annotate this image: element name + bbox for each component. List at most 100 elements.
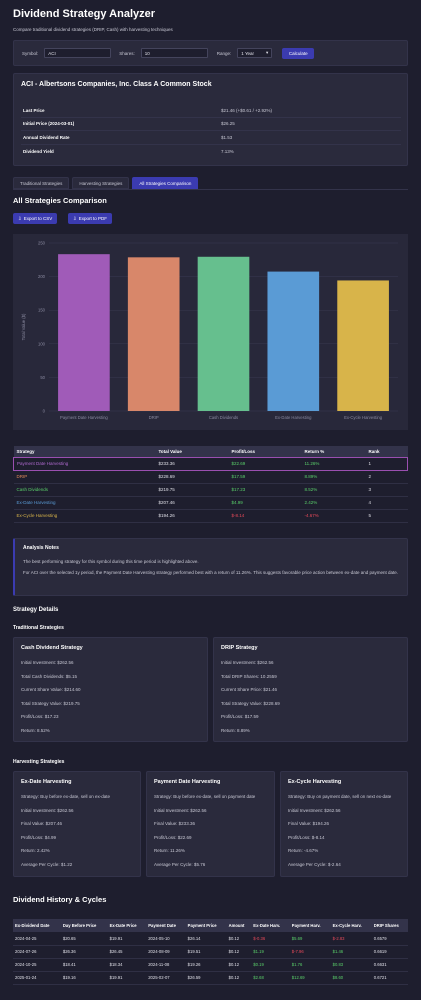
return-cell: 8.52% [301, 483, 366, 497]
history-col-header: Ex-Date Harv. [251, 919, 290, 932]
export-pdf-label: Export to PDF [78, 216, 108, 221]
history-cell: $26.45 [107, 945, 147, 959]
history-cell: $1.19 [251, 945, 290, 959]
col-return: Return % [301, 446, 366, 457]
info-row-last-price: Last Price $21.46 (+$0.61 / +2.92%) [21, 104, 401, 118]
query-form: Symbol: ACI Shares: 10 Range: 1 Year ▾ C… [13, 40, 408, 66]
rank-cell: 2 [365, 470, 408, 484]
history-cell: $5.69 [289, 932, 331, 946]
page-subtitle: Compare traditional dividend strategies … [13, 27, 173, 32]
results-row: Cash Dividends $219.75 $17.23 8.52% 3 [13, 483, 408, 497]
rank-cell: 3 [365, 483, 408, 497]
card-line: Average Per Cycle: $1.22 [21, 861, 73, 867]
history-cell: 2024-05-10 [146, 932, 186, 946]
history-row: 2024-07-26 $26.36 $26.45 2024-08-09 $19.51 $0… [13, 945, 408, 959]
card-title: DRIP Strategy [221, 645, 258, 651]
history-cell: $19.16 [60, 971, 108, 985]
history-cell: $-2.83 [330, 932, 372, 946]
history-cell: $19.91 [107, 932, 147, 946]
history-cell: $0.12 [226, 971, 252, 985]
card-line: Initial Investment: $262.56 [21, 660, 74, 665]
history-header-row: Ex-Dividend Date Day Before Price Ex-Date … [13, 919, 408, 932]
notes-paragraph: For ACI over the selected 1y period, the… [23, 570, 399, 575]
export-csv-label: Export to CSV [23, 216, 53, 221]
history-cell: $20.65 [60, 932, 108, 946]
history-col-header: Payment Harv. [289, 919, 331, 932]
history-col-header: Ex-Dividend Date [13, 919, 61, 932]
results-row: DRIP $228.69 $17.59 8.89% 2 [13, 470, 408, 484]
x-tick-label: Payment Date Harvesting [60, 415, 108, 420]
tab-harvesting[interactable]: Harvesting Strategies [72, 177, 130, 189]
chart-bar [197, 256, 250, 411]
payment-date-harvesting-card: Payment Date Harvesting Strategy: Buy be… [146, 771, 275, 877]
symbol-input[interactable]: ACI [44, 48, 112, 58]
history-col-header: Payment Date [146, 919, 186, 932]
history-cell: $-0.36 [251, 932, 290, 946]
card-line: Total Strategy Value: $219.75 [21, 700, 80, 706]
history-cell: $2.68 [251, 971, 290, 985]
dividend-history-table: Ex-Dividend Date Day Before Price Ex-Date … [13, 919, 408, 985]
chart-bar [337, 280, 389, 411]
history-cell: $0.12 [226, 932, 252, 946]
col-profit-loss: Profit/Loss [228, 446, 302, 457]
card-line: Profit/Loss: $22.69 [154, 834, 192, 840]
calculate-button[interactable]: Calculate [282, 47, 315, 59]
card-line: Total Strategy Value: $228.69 [221, 700, 280, 706]
stock-title: ACI - Albertsons Companies, Inc. Class A… [21, 81, 212, 88]
tab-traditional[interactable]: Traditional Strategies [13, 177, 70, 189]
export-csv-button[interactable]: ⇩ Export to CSV [13, 213, 58, 224]
history-cell: 2024-04-25 [13, 932, 61, 946]
range-select-value: 1 Year [241, 50, 255, 56]
chart-bar [267, 271, 320, 411]
card-title: Ex-Date Harvesting [21, 779, 72, 785]
info-row-dividend-rate: Annual Dividend Rate $1.53 [21, 131, 401, 145]
y-axis-label: Total Value ($) [21, 313, 26, 340]
card-line: Return: 11.26% [154, 848, 185, 853]
range-select[interactable]: 1 Year ▾ [237, 48, 273, 58]
drip-strategy-card: DRIP Strategy Initial Investment: $262.5… [213, 637, 408, 742]
card-line: Initial Investment: $262.56 [154, 807, 207, 813]
card-line: Final Value: $233.36 [154, 821, 195, 826]
card-title: Payment Date Harvesting [154, 779, 221, 785]
x-tick-label: DRIP [149, 415, 159, 420]
ex-date-harvesting-card: Ex-Date Harvesting Strategy: Buy before … [13, 771, 141, 877]
history-col-header: Payment Price [185, 919, 227, 932]
history-cell: $18.41 [60, 958, 108, 972]
card-line: Initial Investment: $262.56 [221, 660, 274, 665]
stock-info-table: Last Price $21.46 (+$0.61 / +2.92%) Init… [21, 104, 401, 158]
tab-all-comparison[interactable]: All Strategies Comparison [132, 177, 199, 189]
col-strategy: Strategy [13, 446, 156, 457]
history-cell: $1.46 [330, 945, 372, 959]
history-cell: $26.36 [60, 945, 108, 959]
profit-loss-cell: $4.99 [228, 496, 302, 510]
shares-input[interactable]: 10 [140, 48, 208, 58]
total-value-cell: $194.26 [155, 509, 229, 523]
total-value-cell: $207.46 [155, 496, 229, 510]
results-row: Payment Date Harvesting $233.36 $22.69 11.2… [13, 456, 408, 471]
export-pdf-button[interactable]: ⇩ Export to PDF [68, 213, 113, 224]
history-cell: 2024-08-09 [146, 945, 186, 959]
card-line: Average Per Cycle: $5.76 [154, 861, 206, 867]
history-cell: 2024-07-26 [13, 945, 61, 959]
info-value: $1.53 [221, 134, 233, 140]
card-title: Ex-Cycle Harvesting [288, 779, 342, 785]
history-cell: $-7.96 [289, 945, 331, 959]
card-line: Return: 2.42% [21, 848, 50, 853]
card-line: Strategy: Buy before ex-date, sell on pa… [154, 794, 256, 799]
history-row: 2024-04-25 $20.65 $19.91 2024-05-10 $26.14 $0… [13, 932, 408, 946]
history-cell: 2024-10-25 [13, 958, 61, 972]
col-total-value: Total Value [155, 446, 229, 457]
history-cell: 0.6631 [371, 958, 408, 972]
card-title: Cash Dividend Strategy [21, 645, 83, 651]
card-line: Current Share Price: $21.46 [221, 687, 278, 692]
rank-cell: 4 [365, 496, 408, 510]
return-cell: -4.67% [301, 509, 366, 523]
x-tick-label: Cash Dividends [209, 415, 238, 420]
return-cell: 11.26% [301, 456, 366, 471]
card-line: Strategy: Buy on payment date, sell on n… [288, 794, 392, 799]
y-tick-label: 0 [43, 409, 46, 414]
y-tick-label: 50 [40, 375, 45, 380]
results-header-row: Strategy Total Value Profit/Loss Return … [13, 446, 408, 457]
y-tick-label: 100 [38, 341, 46, 346]
shares-label: Shares: [119, 50, 135, 56]
